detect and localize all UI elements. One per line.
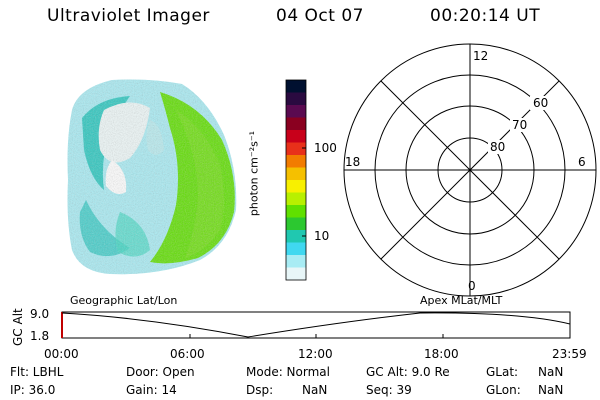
colorbar-segment <box>286 167 306 181</box>
colorbar-segment <box>286 130 306 143</box>
mlt-label-0: 0 <box>468 279 476 293</box>
colorbar-label: photon cm⁻²s⁻¹ <box>247 130 261 217</box>
status-dsp: Dsp: <box>246 383 273 397</box>
colorbar-segment <box>286 217 306 231</box>
colorbar-tick-100: 100 <box>314 141 337 155</box>
timeline-xtick-1200: 12:00 <box>298 347 333 361</box>
timeline-xtick-2359: 23:59 <box>552 347 587 361</box>
status-glon: GLon: <box>486 383 521 397</box>
status-dsp-value: NaN <box>302 383 327 397</box>
colorbar-segment <box>286 105 306 118</box>
altitude-timeline <box>61 311 571 339</box>
colorbar-segment <box>286 180 306 193</box>
mlt-label-6: 6 <box>578 155 586 169</box>
mlt-label-18: 18 <box>345 155 360 169</box>
polar-plot <box>343 43 597 297</box>
colorbar-segment <box>286 80 306 93</box>
colorbar-segment <box>286 242 306 256</box>
uv-image <box>67 79 237 275</box>
status-ip: IP: 36.0 <box>10 383 55 397</box>
lat-label-60: 60 <box>533 96 548 110</box>
colorbar-segment <box>286 255 306 268</box>
colorbar-segment <box>286 267 306 281</box>
status-seq: Seq: 39 <box>366 383 412 397</box>
colorbar-segment <box>286 155 306 168</box>
status-gc-alt: GC Alt: 9.0 Re <box>366 365 450 379</box>
lat-label-70: 70 <box>512 118 527 132</box>
colorbar <box>286 80 306 281</box>
date-label: 04 Oct 07 <box>276 6 364 26</box>
colorbar-segment <box>286 142 306 156</box>
timeline-ytick-low: 1.8 <box>30 329 49 343</box>
colorbar-segment <box>286 117 306 131</box>
lat-label-80: 80 <box>490 140 505 154</box>
status-footer: Flt: LBHL IP: 36.0 Door: Open Gain: 14 M… <box>10 365 563 397</box>
status-mode: Mode: Normal <box>246 365 330 379</box>
app-title: Ultraviolet Imager <box>47 6 210 26</box>
status-glon-value: NaN <box>538 383 563 397</box>
timeline-xtick-0600: 06:00 <box>170 347 205 361</box>
colorbar-segment <box>286 205 306 218</box>
timeline-xtick-1800: 18:00 <box>424 347 459 361</box>
timeline-ytick-high: 9.0 <box>30 307 49 321</box>
map-label-apex: Apex MLat/MLT <box>420 294 503 307</box>
status-gain: Gain: 14 <box>126 383 177 397</box>
timeline-xtick-0000: 00:00 <box>44 347 79 361</box>
colorbar-segment <box>286 192 306 206</box>
status-glat: GLat: <box>486 365 518 379</box>
timeline-ylabel: GC Alt <box>11 308 25 346</box>
colorbar-segment <box>286 92 306 106</box>
time-label: 00:20:14 UT <box>430 6 541 26</box>
status-door: Door: Open <box>126 365 195 379</box>
status-filter: Flt: LBHL <box>10 365 64 379</box>
colorbar-tick-10: 10 <box>314 229 329 243</box>
status-glat-value: NaN <box>538 365 563 379</box>
colorbar-segment <box>286 230 306 243</box>
mlt-label-12: 12 <box>473 49 488 63</box>
map-label-geographic: Geographic Lat/Lon <box>70 294 177 307</box>
